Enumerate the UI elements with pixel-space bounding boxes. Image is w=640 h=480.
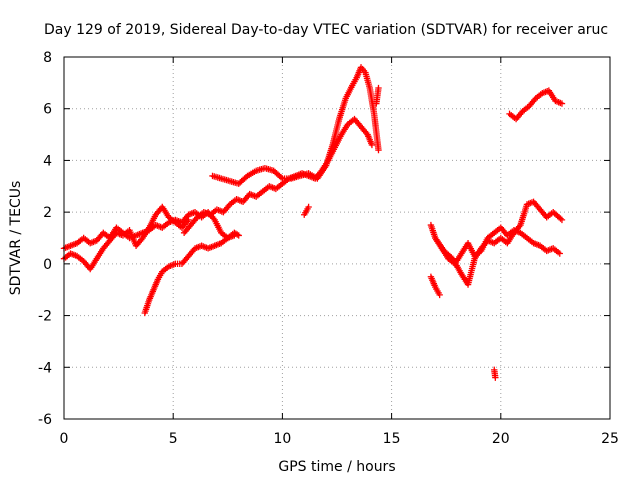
data-point bbox=[556, 250, 563, 257]
data-point bbox=[375, 84, 382, 92]
series-track-i bbox=[432, 198, 566, 288]
data-point bbox=[557, 215, 564, 222]
data-point bbox=[242, 174, 250, 181]
data-point bbox=[185, 216, 192, 224]
y-tick-label: 2 bbox=[43, 205, 52, 221]
y-axis-label: SDTVAR / TECUs bbox=[8, 181, 24, 296]
chart-title: Day 129 of 2019, Sidereal Day-to-day VTE… bbox=[44, 22, 608, 38]
data-point bbox=[558, 100, 566, 107]
data-point bbox=[558, 216, 566, 224]
x-tick-label: 5 bbox=[169, 431, 178, 447]
data-marks bbox=[60, 64, 566, 381]
series-track-c bbox=[141, 229, 242, 317]
x-tick-label: 20 bbox=[492, 431, 510, 447]
y-tick-label: -2 bbox=[38, 309, 52, 325]
series-track-f bbox=[301, 203, 312, 218]
axis-ticks: 0 5 10 15 20 25 -6 -4 -2 0 2 4 6 8 bbox=[38, 50, 619, 447]
data-point bbox=[234, 231, 241, 238]
series-track-b bbox=[60, 203, 192, 273]
plot-frame bbox=[63, 56, 611, 420]
x-tick-label: 15 bbox=[383, 431, 401, 447]
y-tick-label: 0 bbox=[43, 257, 52, 273]
data-point bbox=[375, 146, 382, 154]
y-tick-label: 6 bbox=[43, 102, 52, 118]
y-tick-label: -4 bbox=[38, 360, 52, 376]
data-point bbox=[492, 374, 499, 381]
series-track-e bbox=[209, 64, 382, 187]
x-axis-label: GPS time / hours bbox=[278, 459, 395, 475]
series-track-g bbox=[373, 84, 382, 107]
data-point bbox=[436, 291, 443, 299]
y-tick-label: 4 bbox=[43, 153, 52, 169]
data-point bbox=[305, 203, 312, 211]
x-tick-label: 25 bbox=[601, 431, 619, 447]
x-tick-label: 0 bbox=[60, 431, 69, 447]
data-point bbox=[368, 141, 376, 149]
data-point bbox=[277, 174, 285, 181]
data-point bbox=[235, 232, 242, 239]
series-track-l bbox=[491, 366, 499, 381]
y-tick-label: 8 bbox=[43, 50, 52, 66]
series-track-k bbox=[506, 87, 566, 123]
y-tick-label: -6 bbox=[38, 412, 52, 428]
x-tick-label: 10 bbox=[273, 431, 291, 447]
series-track-j bbox=[427, 273, 443, 299]
